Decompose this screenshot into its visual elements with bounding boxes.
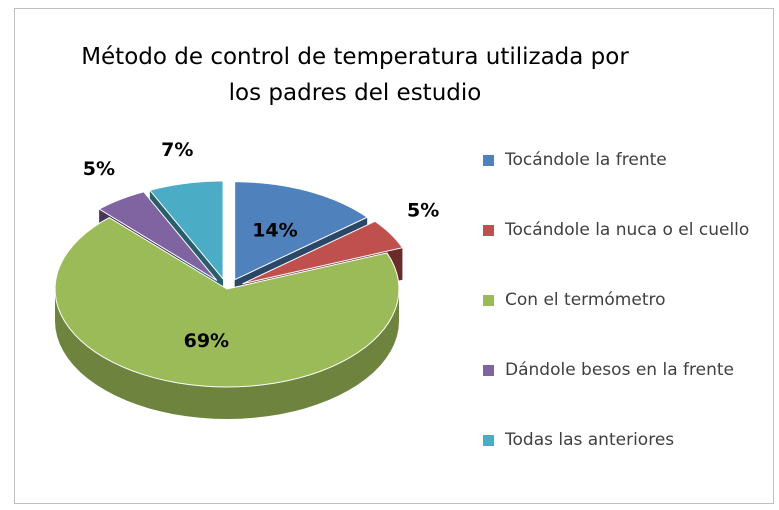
legend-label: Todas las anteriores: [505, 430, 675, 450]
legend-label: Tocándole la frente: [505, 150, 667, 170]
legend-swatch: [483, 155, 494, 166]
legend-label: Dándole besos en la frente: [505, 360, 734, 380]
slice: [234, 181, 369, 281]
data-label: 5%: [407, 199, 439, 221]
slice: [148, 180, 224, 281]
legend-swatch: [483, 365, 494, 376]
slice: [54, 216, 400, 388]
data-label: 7%: [161, 139, 193, 161]
legend-item: Tocándole la nuca o el cuello: [483, 217, 768, 287]
chart-title: Método de control de temperatura utiliza…: [81, 44, 629, 106]
slice: [98, 191, 218, 281]
slice-side: [55, 289, 399, 419]
data-label: 5%: [83, 158, 115, 180]
legend-item: Dándole besos en la frente: [483, 357, 768, 427]
legend-label: Tocándole la nuca o el cuello: [505, 220, 750, 240]
data-label: 69%: [184, 330, 229, 352]
legend-swatch: [483, 435, 494, 446]
legend-item: Con el termómetro: [483, 287, 768, 357]
legend-item: Todas las anteriores: [483, 427, 768, 497]
data-label: 14%: [252, 219, 297, 241]
legend-swatch: [483, 225, 494, 236]
legend-label: Con el termómetro: [505, 290, 666, 310]
chart: 14% 5% 69% 5% 7% Método de control de temper…: [14, 8, 774, 504]
legend-item: Tocándole la frente: [483, 147, 768, 217]
legend: Tocándole la frente Tocándole la nuca o e…: [483, 147, 768, 497]
legend-swatch: [483, 295, 494, 306]
pie-area: 14% 5% 69% 5% 7%: [54, 139, 439, 419]
slice: [242, 220, 404, 285]
